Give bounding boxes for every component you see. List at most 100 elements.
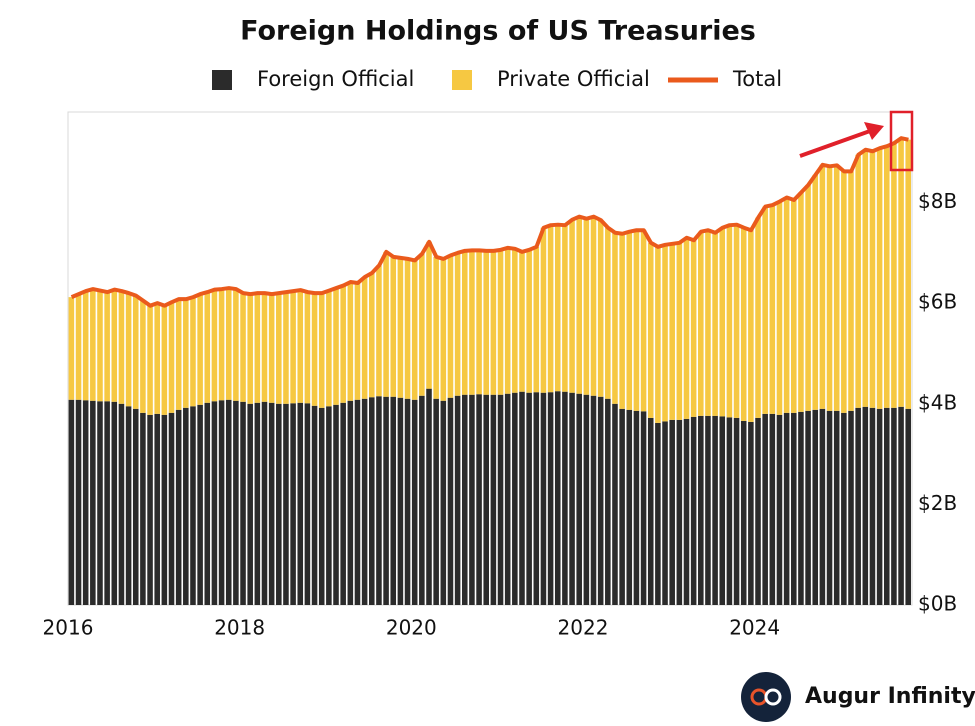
bar-segment xyxy=(247,294,253,404)
bar-segment xyxy=(783,197,790,413)
bar-segment xyxy=(512,248,518,393)
bar-segment xyxy=(647,242,654,418)
bar-segment xyxy=(519,251,525,392)
bar-segment xyxy=(469,250,475,395)
bar-segment xyxy=(898,406,904,605)
bar-segment xyxy=(490,394,497,605)
bar-segment xyxy=(762,413,768,605)
bar-segment xyxy=(769,413,776,605)
bar-segment xyxy=(333,288,339,405)
bar-segment xyxy=(755,217,761,418)
bar-segment xyxy=(898,138,904,407)
bar-segment xyxy=(268,294,275,403)
bar-segment xyxy=(883,146,890,408)
bar-segment xyxy=(340,402,346,605)
bar-segment xyxy=(318,293,325,408)
bar-segment xyxy=(547,392,554,605)
bar-segment xyxy=(326,406,332,605)
bar-segment xyxy=(833,165,840,411)
bar-segment xyxy=(626,231,633,410)
bar-segment xyxy=(440,400,447,605)
bar-segment xyxy=(476,394,482,605)
bar-segment xyxy=(748,421,754,605)
bar-segment xyxy=(554,391,561,605)
bar-segment xyxy=(383,251,389,397)
bar-segment xyxy=(433,256,439,399)
bar-segment xyxy=(862,406,869,605)
bar-segment xyxy=(483,394,489,605)
bar-segment xyxy=(290,403,296,605)
bar-segment xyxy=(490,250,497,395)
bar-segment xyxy=(168,412,175,605)
bar-segment xyxy=(411,260,418,400)
x-tick-label: 2022 xyxy=(558,616,609,640)
bar-segment xyxy=(225,399,232,605)
bar-segment xyxy=(590,216,597,396)
brand: Augur Infinity xyxy=(805,684,975,709)
bar-segment xyxy=(698,415,704,605)
bar-segment xyxy=(798,192,804,412)
bar-segment xyxy=(526,392,532,605)
bar-segment xyxy=(669,419,675,605)
bar-segment xyxy=(311,293,318,406)
bar-segment xyxy=(447,255,454,398)
bar-segment xyxy=(140,412,146,605)
bar-segment xyxy=(311,405,318,605)
legend-label: Foreign Official xyxy=(257,67,414,91)
bar-segment xyxy=(276,403,282,605)
bar-segment xyxy=(583,218,590,395)
bar-segment xyxy=(240,401,246,605)
bar-segment xyxy=(647,417,654,605)
bar-segment xyxy=(483,250,489,395)
bar-segment xyxy=(562,225,568,392)
bar-segment xyxy=(82,400,89,605)
bar-segment xyxy=(755,417,761,605)
bar-segment xyxy=(805,184,811,411)
arrow-head xyxy=(864,122,884,140)
bar-segment xyxy=(161,305,168,415)
x-tick-label: 2018 xyxy=(214,616,265,640)
legend-label: Private Official xyxy=(497,67,650,91)
bar-segment xyxy=(304,292,311,404)
bar-segment xyxy=(68,399,75,605)
bar-segment xyxy=(690,416,697,605)
bar-segment xyxy=(132,295,139,409)
bar-segment xyxy=(211,289,218,402)
bar-segment xyxy=(104,292,110,402)
bar-segment xyxy=(726,417,733,605)
bar-segment xyxy=(562,391,568,605)
bar-segment xyxy=(111,289,118,402)
bar-segment xyxy=(554,224,561,392)
bar-segment xyxy=(147,305,153,415)
bar-segment xyxy=(90,400,96,605)
bar-segment xyxy=(283,403,289,605)
bar-segment xyxy=(876,148,883,409)
bar-segment xyxy=(68,297,75,400)
y-tick-label: $2B xyxy=(918,491,957,515)
bar-segment xyxy=(776,414,783,605)
bar-segment xyxy=(276,293,282,404)
y-tick-label: $4B xyxy=(918,390,957,414)
bar-segment xyxy=(175,299,182,410)
bar-segment xyxy=(740,420,747,605)
bar-segment xyxy=(762,206,768,414)
bar-segment xyxy=(504,393,511,605)
bar-segment xyxy=(247,403,253,605)
bar-segment xyxy=(82,291,89,401)
bar-segment xyxy=(461,394,468,605)
bar-segment xyxy=(254,402,261,605)
bar-segment xyxy=(383,396,389,605)
bar-segment xyxy=(533,392,540,605)
bar-segment xyxy=(376,396,382,605)
bar-segment xyxy=(905,408,911,605)
bar-segment xyxy=(569,219,575,393)
bar-segment xyxy=(183,407,189,605)
bar-segment xyxy=(426,241,432,389)
bar-segment xyxy=(461,250,468,395)
bar-segment xyxy=(883,407,890,605)
bar-segment xyxy=(75,399,82,605)
bar-segment xyxy=(740,227,747,421)
bar-segment xyxy=(183,299,189,408)
legend-swatch xyxy=(212,70,232,90)
bar-segment xyxy=(869,407,876,605)
